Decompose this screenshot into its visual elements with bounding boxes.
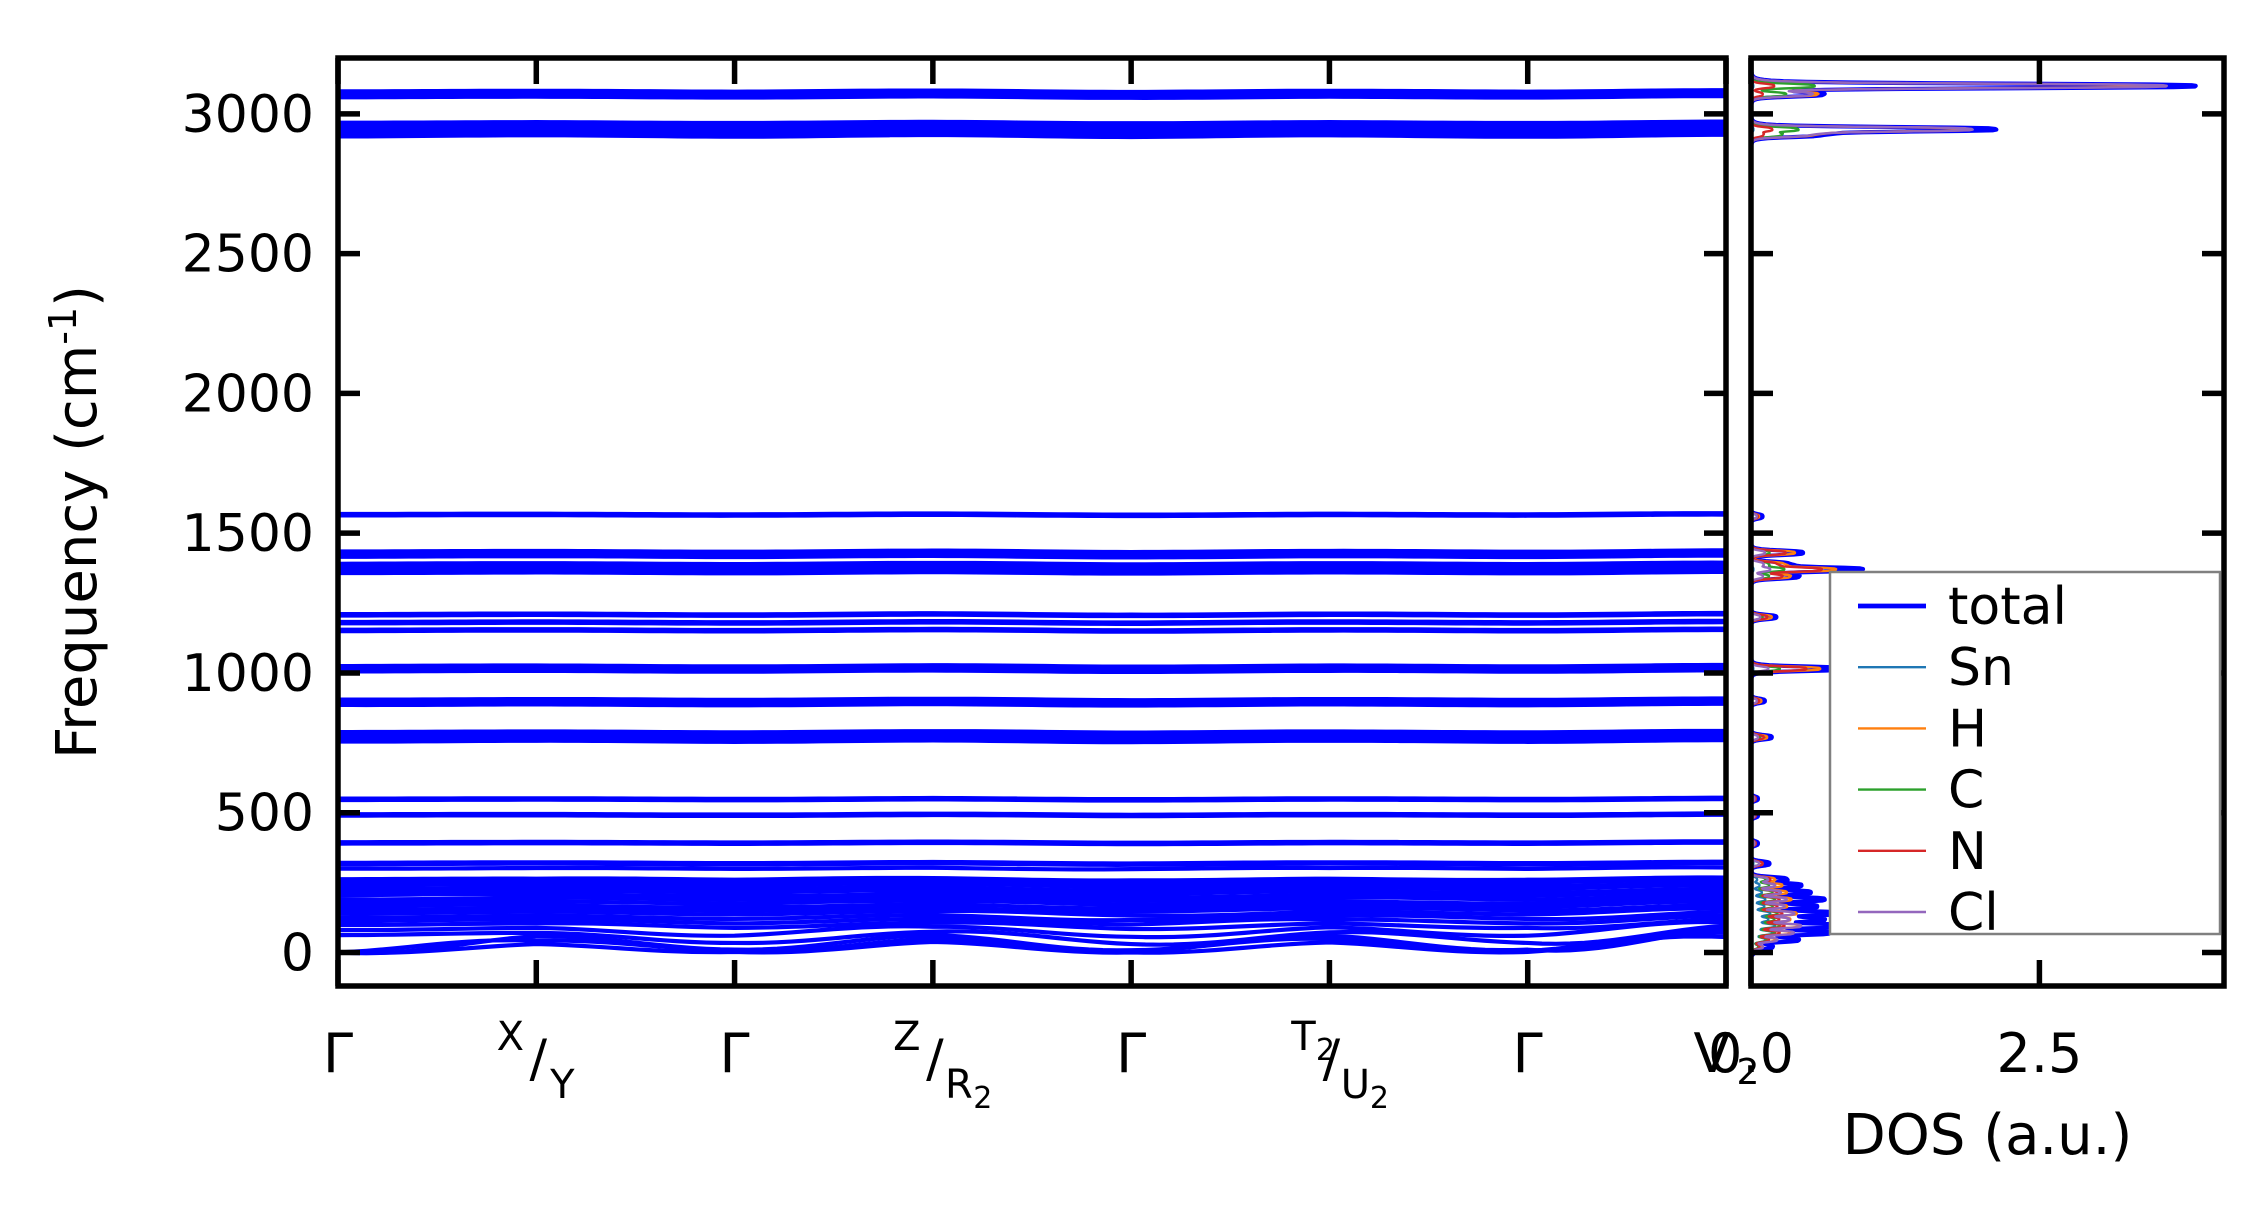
svg-text:H: H	[1948, 699, 1987, 759]
svg-text:2: 2	[973, 1081, 992, 1116]
svg-text:2: 2	[1316, 1033, 1335, 1068]
svg-text:0.0: 0.0	[1708, 1022, 1794, 1085]
svg-text:2: 2	[1737, 1052, 1760, 1093]
svg-text:2000: 2000	[182, 364, 314, 424]
kpath-axis-ticks	[335, 58, 1729, 986]
band-structure-curves	[337, 88, 1727, 956]
dos-axes-frame	[1748, 55, 2227, 989]
svg-text:Γ: Γ	[323, 1022, 353, 1085]
svg-text:V: V	[1694, 1022, 1731, 1085]
svg-text:Γ: Γ	[720, 1022, 750, 1085]
svg-text:Z: Z	[893, 1014, 920, 1060]
svg-text:U: U	[1341, 1062, 1370, 1108]
svg-text:/: /	[530, 1029, 548, 1089]
dos-tick-labels: 0.0 2.5	[1708, 1022, 2082, 1085]
svg-text:C: C	[1948, 761, 1984, 821]
svg-text:/: /	[1323, 1029, 1341, 1089]
svg-text:total: total	[1948, 577, 2067, 637]
svg-text:DOS (a.u.): DOS (a.u.)	[1843, 1103, 2133, 1168]
band-axes-frame	[335, 55, 1729, 989]
frequency-axis-ticks	[338, 111, 1726, 956]
kpath-tick-labels: Γ X / Y Γ Z / R 2Γ T 2/U 2Γ V 2	[323, 1014, 1760, 1116]
svg-text:Cl: Cl	[1948, 883, 1999, 943]
svg-text:500: 500	[215, 784, 314, 844]
svg-text:Sn: Sn	[1948, 638, 2014, 698]
svg-text:/: /	[926, 1029, 944, 1089]
svg-text:2500: 2500	[182, 225, 314, 285]
svg-text:3000: 3000	[182, 85, 314, 145]
svg-text:1000: 1000	[182, 644, 314, 704]
y-axis-title: Frequency (cm-1)	[41, 285, 110, 759]
svg-text:X: X	[497, 1014, 524, 1060]
svg-text:0: 0	[281, 923, 314, 983]
svg-text:1500: 1500	[182, 504, 314, 564]
svg-text:N: N	[1948, 822, 1987, 882]
svg-text:T: T	[1290, 1014, 1316, 1060]
svg-text:Γ: Γ	[1116, 1022, 1146, 1085]
svg-text:Frequency (cm-1): Frequency (cm-1)	[41, 285, 110, 759]
svg-text:Y: Y	[549, 1062, 575, 1108]
dos-axis-title: DOS (a.u.)	[1843, 1103, 2133, 1168]
svg-text:2: 2	[1370, 1081, 1389, 1116]
svg-text:Γ: Γ	[1513, 1022, 1543, 1085]
svg-text:2.5: 2.5	[1996, 1022, 2082, 1085]
svg-text:R: R	[945, 1062, 973, 1108]
frequency-tick-labels: 0 500 1000 1500 2000 2500 3000	[182, 85, 314, 984]
